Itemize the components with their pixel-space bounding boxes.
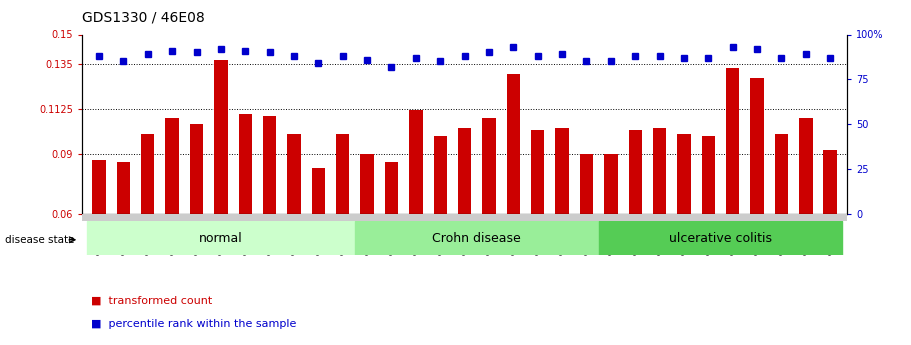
Bar (799, 118, 813, 214)
Bar (409, 110, 423, 214)
Text: ■  percentile rank within the sample: ■ percentile rank within the sample (91, 319, 296, 329)
Bar (434, 136, 447, 214)
Text: GDS1330 / 46E08: GDS1330 / 46E08 (82, 10, 205, 24)
Bar (482, 118, 496, 214)
Bar (726, 68, 740, 214)
Bar (774, 134, 788, 214)
Text: ■  transformed count: ■ transformed count (91, 295, 212, 305)
Bar (579, 154, 593, 214)
Bar (361, 154, 374, 214)
Bar (336, 134, 350, 214)
Bar (166, 118, 179, 214)
Text: ulcerative colitis: ulcerative colitis (669, 231, 772, 245)
Bar (117, 162, 130, 214)
Bar (384, 162, 398, 214)
Bar (507, 75, 520, 214)
Bar (629, 130, 642, 214)
Text: Crohn disease: Crohn disease (433, 231, 521, 245)
Bar (458, 128, 471, 214)
Bar (287, 134, 301, 214)
Bar (599, 221, 843, 255)
Bar (312, 168, 325, 214)
Text: normal: normal (199, 231, 242, 245)
Bar (604, 154, 618, 214)
Bar (263, 116, 276, 214)
Bar (653, 128, 666, 214)
Bar (701, 136, 715, 214)
Bar (92, 160, 106, 214)
Bar (824, 150, 837, 214)
Bar (239, 114, 252, 214)
Bar (531, 130, 545, 214)
Bar (751, 78, 763, 214)
Bar (189, 124, 203, 214)
Bar (87, 221, 355, 255)
Text: disease state: disease state (5, 235, 74, 245)
Bar (355, 221, 599, 255)
Bar (141, 134, 155, 214)
Bar (214, 60, 228, 214)
Bar (556, 128, 568, 214)
Bar (677, 134, 691, 214)
